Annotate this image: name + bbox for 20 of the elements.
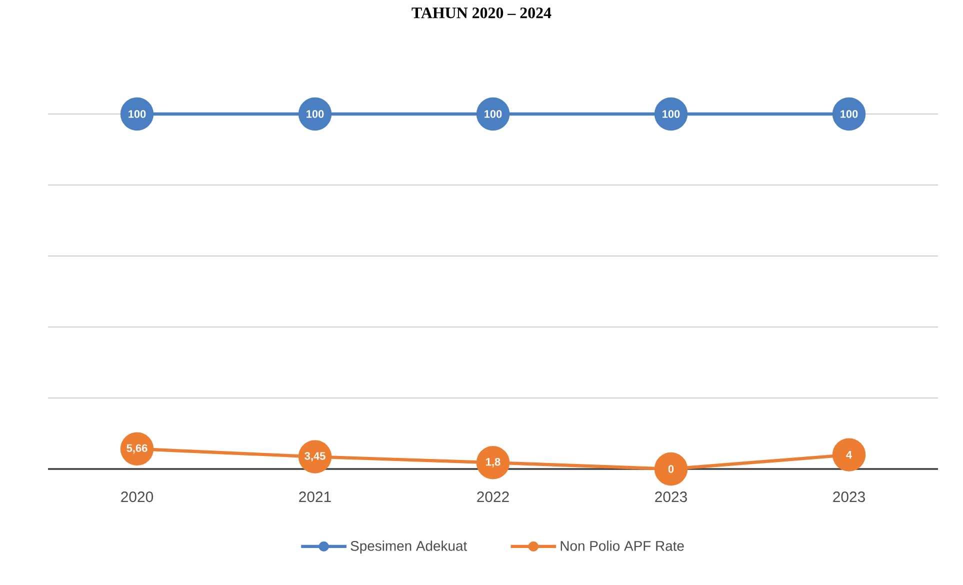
x-tick-label: 2023	[655, 492, 687, 502]
data-label: 100	[484, 110, 502, 118]
point	[832, 438, 866, 472]
data-label: 100	[662, 110, 680, 118]
data-label: 100	[840, 110, 858, 118]
legend-label: Non Polio APF Rate	[560, 540, 684, 551]
x-tick-label: 2020	[121, 492, 154, 502]
data-label: 100	[306, 110, 324, 118]
data-label: 3,45	[304, 452, 326, 462]
data-label: 5,66	[126, 444, 148, 454]
data-label: 1,8	[486, 458, 500, 468]
x-tick-label: 2022	[477, 492, 509, 502]
point	[654, 452, 688, 486]
data-label: 100	[128, 110, 146, 118]
chart-title: TAHUN 2020 – 2024	[412, 8, 552, 18]
data-label: 4	[846, 451, 852, 459]
legend-label: Spesimen Adekuat	[350, 540, 468, 554]
x-tick-label: 2021	[299, 492, 331, 502]
x-tick-label: 2023	[833, 492, 865, 502]
data-label: 0	[668, 465, 674, 473]
